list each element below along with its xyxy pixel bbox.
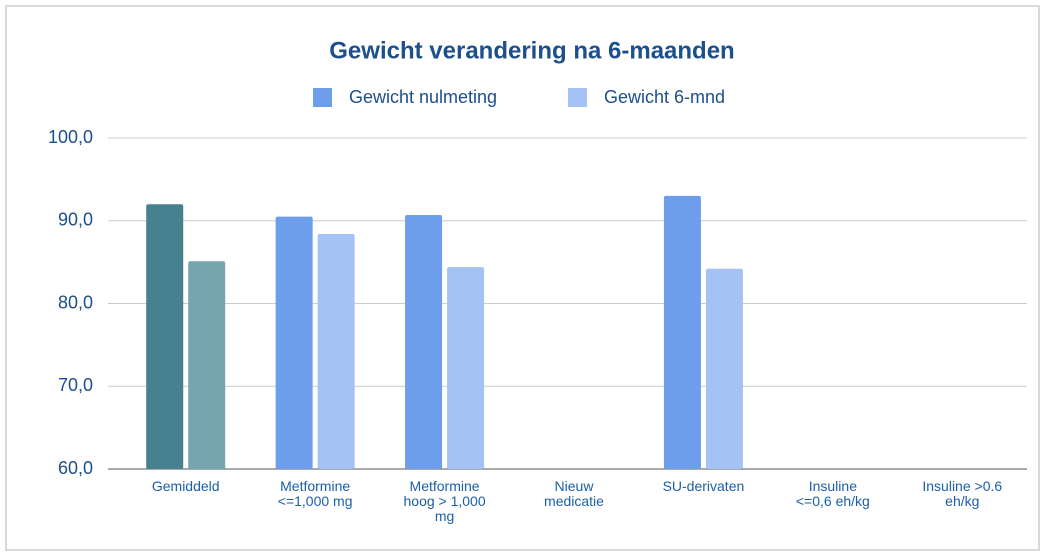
x-tick-label: Insuline >0.6 eh/kg (922, 478, 1002, 509)
legend-swatch (313, 88, 332, 107)
chart-title: Gewicht verandering na 6-maanden (329, 37, 734, 64)
bar (146, 204, 184, 469)
x-tick-label: Metformine hoog > 1,000 mg (404, 478, 486, 524)
bar (188, 261, 226, 469)
y-tick-label: 90,0 (58, 210, 93, 230)
legend-label: Gewicht nulmeting (349, 87, 497, 107)
x-tick-label: Gemiddeld (152, 478, 220, 494)
x-tick-label: Metformine <=1,000 mg (278, 478, 353, 509)
bar (275, 216, 313, 469)
x-tick-label: Nieuw medicatie (544, 478, 604, 509)
bar (405, 214, 443, 469)
bar (317, 233, 355, 469)
bar (705, 268, 743, 469)
y-tick-label: 70,0 (58, 375, 93, 395)
y-tick-label: 80,0 (58, 292, 93, 312)
y-tick-label: 100,0 (48, 127, 93, 147)
x-tick-label: SU-derivaten (663, 478, 745, 494)
legend-label: Gewicht 6-mnd (604, 87, 725, 107)
x-tick-label: Insuline <=0,6 eh/kg (796, 478, 870, 509)
bar (663, 195, 701, 470)
y-tick-label: 60,0 (58, 458, 93, 478)
legend-swatch (568, 88, 587, 107)
bar (447, 267, 485, 469)
